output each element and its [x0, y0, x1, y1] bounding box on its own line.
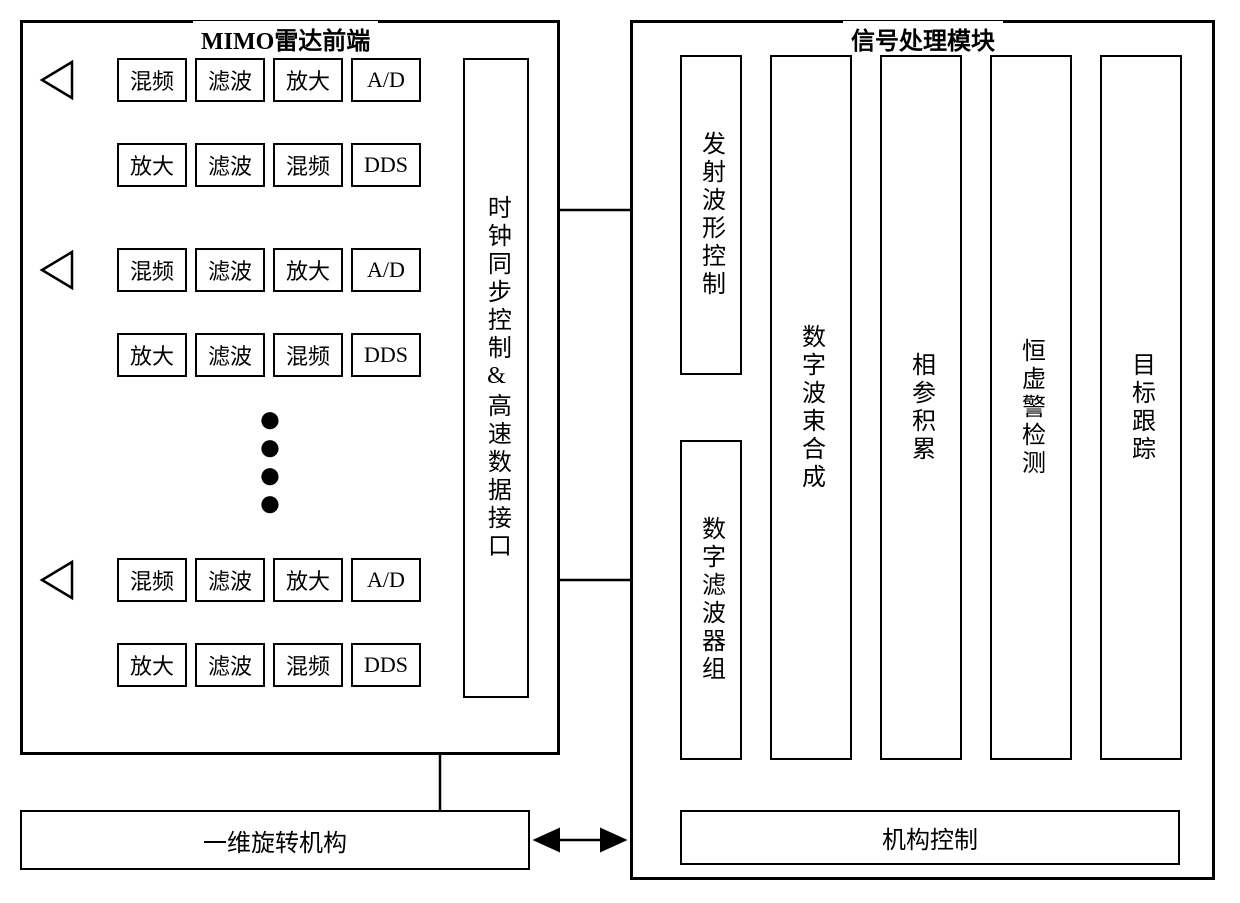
ch2-rx-amp: 放大 — [273, 248, 343, 292]
ch1-rx-amp: 放大 — [273, 58, 343, 102]
mimo-title: MIMO雷达前端 — [193, 21, 378, 56]
tx-waveform-control: 发射波形控制 — [680, 55, 742, 375]
signal-title: 信号处理模块 — [843, 21, 1003, 56]
ch3-rx-ad: A/D — [351, 558, 421, 602]
ch1-tx-filter: 滤波 — [195, 143, 265, 187]
digital-beamforming: 数字波束合成 — [770, 55, 852, 760]
ch2-tx-filter: 滤波 — [195, 333, 265, 377]
cfar-detection: 恒虚警检测 — [990, 55, 1072, 760]
ch2-rx-mixer: 混频 — [117, 248, 187, 292]
ch1-tx-dds: DDS — [351, 143, 421, 187]
ch1-tx-amp: 放大 — [117, 143, 187, 187]
ch1-tx-mixer: 混频 — [273, 143, 343, 187]
ch3-tx-filter: 滤波 — [195, 643, 265, 687]
coherent-accum: 相参积累 — [880, 55, 962, 760]
ch3-tx-mixer: 混频 — [273, 643, 343, 687]
ch3-tx-dds: DDS — [351, 643, 421, 687]
ch2-tx-mixer: 混频 — [273, 333, 343, 377]
rotation-block: 一维旋转机构 — [20, 810, 530, 870]
ch2-tx-dds: DDS — [351, 333, 421, 377]
ch1-rx-filter: 滤波 — [195, 58, 265, 102]
clock-sync-block: 时钟同步控制&高速数据接口 — [463, 58, 529, 698]
target-tracking: 目标跟踪 — [1100, 55, 1182, 760]
ellipsis-dots: ●●●● — [255, 405, 285, 517]
ch2-rx-ad: A/D — [351, 248, 421, 292]
mech-control: 机构控制 — [680, 810, 1180, 865]
digital-filter-group: 数字滤波器组 — [680, 440, 742, 760]
ch1-rx-mixer: 混频 — [117, 58, 187, 102]
ch3-rx-filter: 滤波 — [195, 558, 265, 602]
ch3-rx-mixer: 混频 — [117, 558, 187, 602]
ch2-tx-amp: 放大 — [117, 333, 187, 377]
ch3-tx-amp: 放大 — [117, 643, 187, 687]
ch2-rx-filter: 滤波 — [195, 248, 265, 292]
ch1-rx-ad: A/D — [351, 58, 421, 102]
ch3-rx-amp: 放大 — [273, 558, 343, 602]
